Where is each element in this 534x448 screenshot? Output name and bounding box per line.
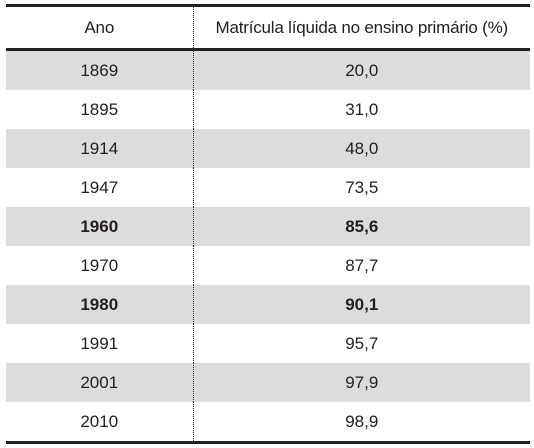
row-value: 20,0 bbox=[193, 49, 530, 90]
row-year: 2010 bbox=[6, 402, 194, 444]
row-value: 87,7 bbox=[345, 255, 379, 275]
enrollment-table-container: Ano Matrícula líquida no ensino primário… bbox=[6, 4, 530, 444]
row-value: 31,0 bbox=[345, 99, 379, 119]
table-row: 1970 87,7 bbox=[6, 246, 530, 285]
row-year: 2001 bbox=[6, 363, 194, 402]
row-year: 1991 bbox=[6, 324, 194, 363]
row-year: 1869 bbox=[6, 49, 194, 90]
row-value: 98,9 bbox=[193, 402, 530, 444]
table-row: 2001 97,9 bbox=[6, 363, 530, 402]
row-value: 48,0 bbox=[193, 129, 530, 168]
table-row: 1991 95,7 bbox=[6, 324, 530, 363]
table-row: 1895 31,0 bbox=[6, 90, 530, 129]
table-row: 1980 90,1 bbox=[6, 285, 530, 324]
table-row: 1914 48,0 bbox=[6, 129, 530, 168]
table-row: 1947 73,5 bbox=[6, 168, 530, 207]
row-year: 1914 bbox=[6, 129, 194, 168]
header-year: Ano bbox=[6, 4, 194, 51]
header-row: Ano Matrícula líquida no ensino primário… bbox=[6, 4, 530, 51]
table-row: 1869 20,0 bbox=[6, 49, 530, 90]
row-year: 1980 bbox=[6, 285, 194, 324]
table-row: 1960 85,6 bbox=[6, 207, 530, 246]
enrollment-table: Ano Matrícula líquida no ensino primário… bbox=[6, 4, 530, 444]
row-year: 1970 bbox=[6, 246, 194, 285]
row-year: 1895 bbox=[6, 90, 194, 129]
row-value: 73,5 bbox=[345, 177, 379, 197]
row-value: 95,7 bbox=[345, 333, 379, 353]
row-year: 1947 bbox=[6, 168, 194, 207]
table-body: 1869 20,0 1895 31,0 1914 48,0 1947 73,5 … bbox=[6, 49, 530, 444]
row-value: 90,1 bbox=[193, 285, 530, 324]
row-year: 1960 bbox=[6, 207, 194, 246]
table-header: Ano Matrícula líquida no ensino primário… bbox=[6, 4, 530, 51]
header-enrollment: Matrícula líquida no ensino primário (%) bbox=[193, 4, 530, 51]
table-row: 2010 98,9 bbox=[6, 402, 530, 444]
row-value: 85,6 bbox=[193, 207, 530, 246]
row-value: 97,9 bbox=[193, 363, 530, 402]
